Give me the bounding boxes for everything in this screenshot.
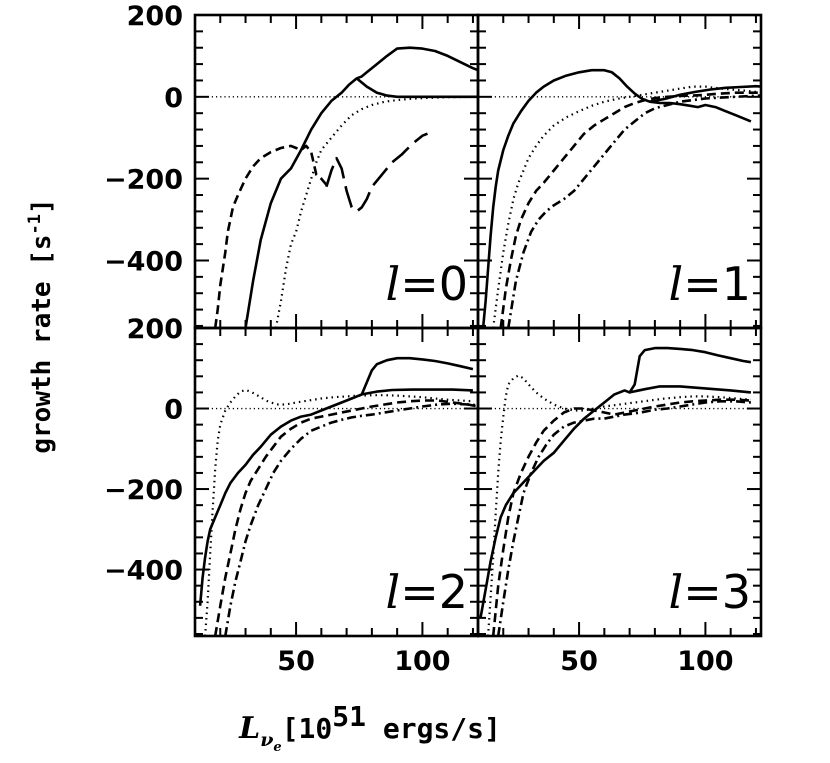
panel-label-ell: l (385, 565, 400, 619)
panel-frame (476, 326, 763, 638)
series-line-long-dash-4 (325, 132, 428, 213)
y-tick-label: 0 (164, 395, 183, 426)
x-axis-label-exponent: 51 (332, 700, 366, 733)
series-line-solid-0 (479, 346, 752, 619)
x-axis-label-subsubscript: e (273, 740, 281, 755)
panel-l3: 50 100 l=3 (476, 326, 763, 677)
panel-label: l=3 (668, 565, 751, 619)
y-axis-label-text: growth rate [s (27, 234, 57, 453)
series-line-dashdot-4 (224, 402, 478, 636)
x-axis-label-subscript: ν (260, 729, 273, 751)
series-line-dotted-2 (204, 388, 473, 636)
panel-label: l=0 (385, 257, 468, 311)
panel-label-value: =0 (400, 257, 468, 311)
panel-label: l=1 (668, 257, 751, 311)
x-axis-label-symbol: L (238, 711, 260, 746)
panel-label-ell: l (668, 565, 683, 619)
y-axis-label-bracket: ] (27, 198, 57, 214)
series-line-solid-0 (198, 356, 474, 606)
panel-label-value: =2 (400, 565, 468, 619)
series-line-solid-1 (629, 385, 752, 394)
panel-label-value: =1 (683, 257, 751, 311)
series-line-dotted-2 (274, 95, 478, 328)
series-line-dashed-3 (491, 398, 751, 636)
series-line-dashed-3 (499, 91, 761, 328)
x-tick-label: 100 (677, 646, 733, 677)
panel-l2: 200 0 −200 −400 50 100 l=2 (104, 314, 480, 677)
series-line-dashed-3 (213, 399, 478, 636)
panel-l0: 200 0 −200 −400 l=0 (104, 1, 480, 330)
series-line-dashdot-4 (507, 94, 761, 328)
x-axis-label-units: ergs/s] (366, 712, 501, 745)
y-tick-label: 200 (127, 1, 183, 32)
x-tick-label: 50 (277, 646, 315, 677)
series-line-solid-1 (361, 388, 473, 396)
x-tick-label: 50 (560, 646, 598, 677)
y-axis-label: growth rate [s-1] (25, 198, 57, 453)
y-tick-label: −400 (104, 246, 183, 277)
y-tick-label: −200 (104, 475, 183, 506)
series-line-solid-0 (481, 68, 752, 328)
panel-label-ell: l (668, 257, 683, 311)
panel-label: l=2 (385, 565, 468, 619)
panel-label-ell: l (385, 257, 400, 311)
y-tick-label: −200 (104, 165, 183, 196)
series-line-solid-1 (355, 77, 478, 99)
series-line-dashdot-4 (496, 400, 752, 636)
y-axis-label-exponent: -1 (25, 214, 45, 234)
series-line-dashed-3 (213, 144, 328, 328)
y-tick-label: −400 (104, 556, 183, 587)
y-tick-label: 200 (127, 314, 183, 345)
panel-l1: l=1 (476, 13, 763, 330)
y-tick-label: 0 (164, 83, 183, 114)
x-axis-label-open: [10 (282, 712, 333, 745)
series-line-dotted-2 (487, 374, 751, 636)
panel-label-value: =3 (683, 565, 751, 619)
x-tick-label: 100 (394, 646, 450, 677)
series-line-dotted-2 (492, 85, 757, 328)
x-axis-label: Lνe[1051 ergs/s] (238, 700, 501, 755)
